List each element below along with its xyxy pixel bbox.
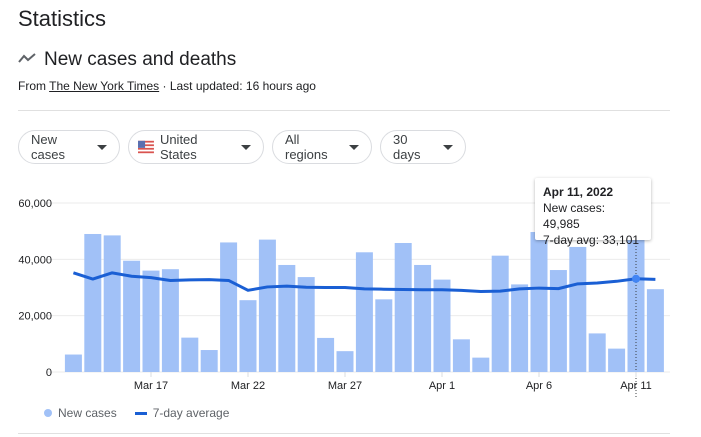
last-updated: · Last updated: 16 hours ago [159,79,316,93]
metric-dropdown[interactable]: New cases [18,130,120,164]
bar [220,242,238,372]
caret-down-icon [443,144,453,150]
avg-line [72,271,656,293]
caret-down-icon [97,144,107,150]
bar [646,289,664,372]
section-title: New cases and deaths [44,49,237,70]
bar [433,279,451,372]
bar [511,284,529,372]
y-tick-label: 60,000 [18,198,52,210]
tooltip: Apr 11, 2022 New cases: 49,985 7-day avg… [535,178,651,247]
bar [200,350,218,372]
source-prefix: From [18,79,46,93]
bar [161,269,179,372]
y-tick-label: 20,000 [18,311,52,323]
bar [491,255,509,372]
bar [588,333,606,372]
bar [142,270,160,372]
y-tick-label: 0 [46,367,52,379]
x-tick-label: Mar 17 [134,380,168,392]
bar [472,357,490,372]
bar [452,339,470,372]
bar [258,239,276,372]
x-tick-label: Apr 6 [526,380,552,392]
us-flag-icon [138,140,154,154]
bar [336,351,354,372]
bar [530,232,548,372]
x-tick-label: Apr 1 [429,380,455,392]
legend-avg: 7-day average [152,406,230,420]
bar [569,246,587,372]
bar [64,354,82,372]
region-label: All regions [285,132,328,162]
range-dropdown[interactable]: 30 days [380,130,466,164]
bar [84,233,102,372]
bar [181,337,199,372]
page-title: Statistics [18,6,107,31]
bar [278,264,296,372]
source-link[interactable]: The New York Times [49,79,160,93]
bar [103,235,121,372]
divider [18,433,670,434]
bar [123,260,141,372]
x-tick-label: Mar 22 [231,380,265,392]
trending-icon [18,53,36,63]
range-label: 30 days [393,132,421,162]
bar [608,348,626,372]
caret-down-icon [349,144,359,150]
bar [375,299,393,372]
caret-down-icon [241,144,251,150]
bar [317,337,335,372]
bar [627,231,645,372]
legend-line-icon [134,411,147,415]
bar [239,300,257,372]
divider [18,110,670,111]
hover-point [632,274,640,283]
bar [394,242,412,372]
country-dropdown[interactable]: United States [128,130,264,164]
legend-dot-icon [44,409,52,417]
metric-label: New cases [31,132,65,162]
bar [355,252,373,372]
tooltip-date: Apr 11, 2022 [543,185,614,199]
tooltip-avg: 7-day avg: 33,101 [543,233,640,247]
x-tick-label: Apr 11 [620,380,652,392]
source-line: From The New York Times · Last updated: … [18,79,316,93]
region-dropdown[interactable]: All regions [272,130,372,164]
legend-cases: New cases [58,406,117,420]
x-tick-label: Mar 27 [328,380,362,392]
legend: New cases 7-day average [44,406,229,420]
bar [297,277,315,372]
bar [414,264,432,372]
tooltip-cases: New cases: 49,985 [543,201,606,231]
y-tick-label: 40,000 [18,254,52,266]
country-label: United States [159,132,198,162]
bar [549,270,567,372]
